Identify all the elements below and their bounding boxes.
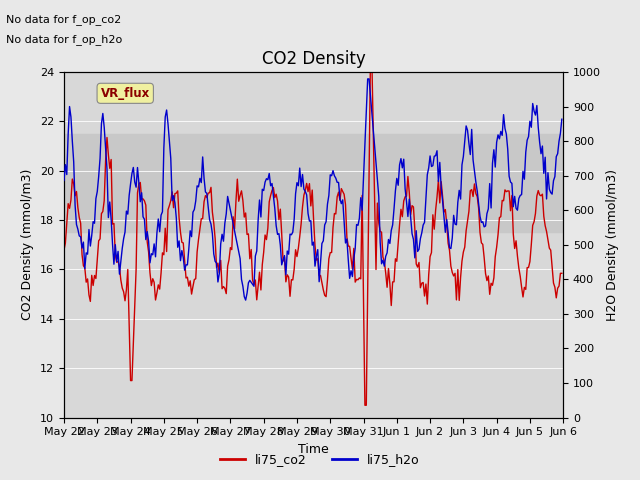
- Legend: li75_co2, li75_h2o: li75_co2, li75_h2o: [215, 448, 425, 471]
- Bar: [64, 134, 563, 232]
- Text: No data for f_op_h2o: No data for f_op_h2o: [6, 34, 123, 45]
- Y-axis label: H2O Density (mmol/m3): H2O Density (mmol/m3): [607, 169, 620, 321]
- Title: CO2 Density: CO2 Density: [262, 49, 365, 68]
- Text: VR_flux: VR_flux: [100, 87, 150, 100]
- Text: No data for f_op_co2: No data for f_op_co2: [6, 14, 122, 25]
- Y-axis label: CO2 Density (mmol/m3): CO2 Density (mmol/m3): [22, 169, 35, 321]
- X-axis label: Time: Time: [298, 443, 329, 456]
